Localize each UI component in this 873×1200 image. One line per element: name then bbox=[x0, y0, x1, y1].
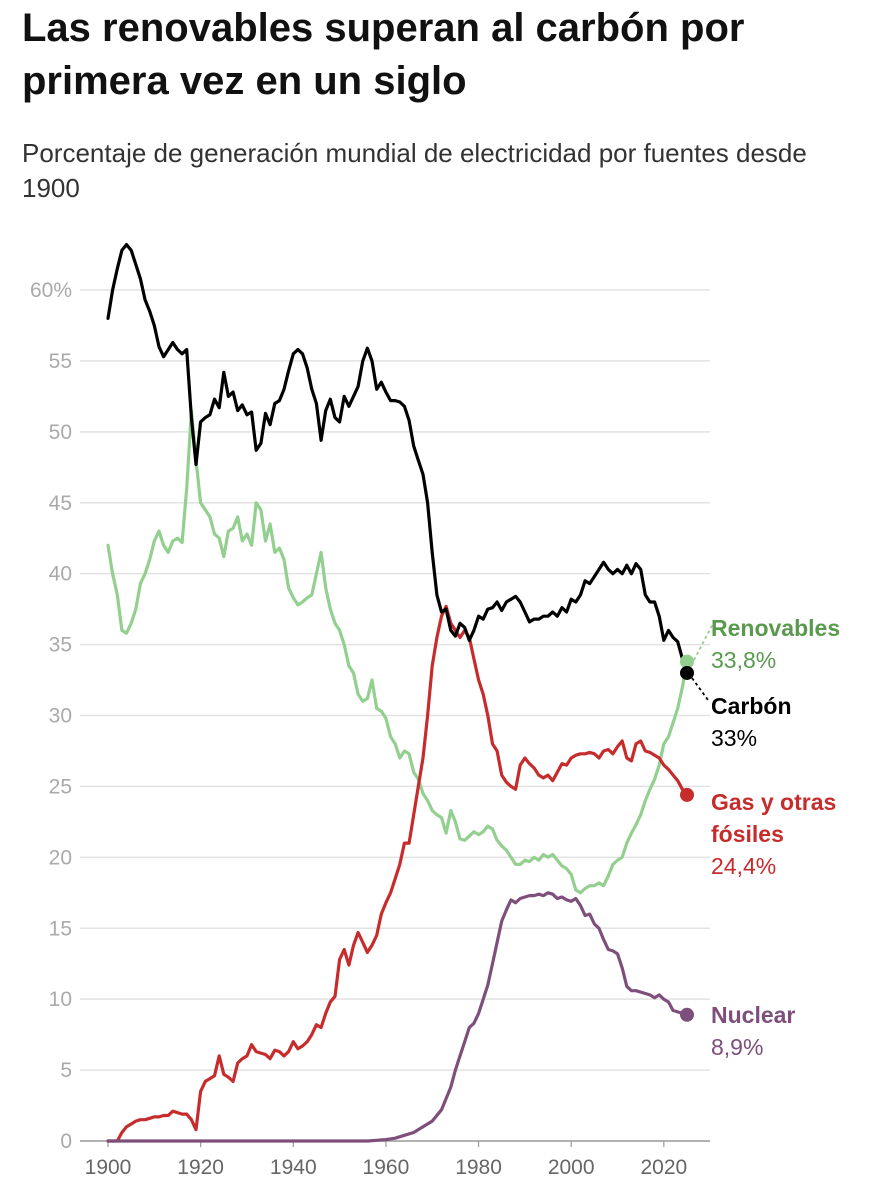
label-leader-carbon bbox=[691, 677, 709, 701]
end-markers bbox=[680, 654, 694, 1022]
series-label-gas: fósiles bbox=[711, 821, 784, 847]
series-line-gas bbox=[106, 604, 689, 1143]
grid-layer: 0 5 10 15 20 25 30 35 40 45 50 55 60% 1900 1920 1940 196… bbox=[30, 279, 710, 1179]
y-tick-label: 0 bbox=[60, 1130, 72, 1153]
end-marker-gas bbox=[680, 787, 694, 802]
y-tick-label: 10 bbox=[49, 988, 72, 1011]
chart-subtitle: Porcentaje de generación mundial de elec… bbox=[22, 138, 807, 203]
x-tick-label: 1980 bbox=[455, 1156, 502, 1179]
series-line-carbon bbox=[106, 243, 689, 675]
end-marker-renovables bbox=[680, 654, 694, 669]
y-tick-label: 55 bbox=[49, 350, 72, 373]
y-tick-label: 40 bbox=[49, 563, 72, 586]
chart-title: Las renovables superan al carbón por pri… bbox=[22, 6, 745, 103]
series-label-renovables: Renovables bbox=[711, 615, 840, 641]
x-tick-label: 2020 bbox=[640, 1156, 687, 1179]
series-label-nuclear: Nuclear bbox=[711, 1002, 795, 1028]
series-value-carbon: 33% bbox=[711, 725, 757, 751]
series-label-carbon: Carbón bbox=[711, 693, 792, 719]
y-tick-label: 5 bbox=[60, 1059, 72, 1082]
series-value-renovables: 33,8% bbox=[711, 647, 776, 673]
end-labels: Renovables 33,8% Gas y otras fósiles 24,4% Nu… bbox=[691, 615, 840, 1060]
x-tick-label: 1920 bbox=[177, 1156, 224, 1179]
y-tick-label: 60% bbox=[30, 279, 72, 302]
series-line-renovables bbox=[106, 409, 689, 895]
y-tick-label: 35 bbox=[49, 634, 72, 657]
y-tick-label: 20 bbox=[49, 846, 72, 869]
series-line-nuclear bbox=[106, 891, 689, 1143]
y-tick-label: 25 bbox=[49, 775, 72, 798]
series-value-gas: 24,4% bbox=[711, 853, 776, 879]
y-tick-label: 30 bbox=[49, 705, 72, 728]
series-lines bbox=[106, 243, 689, 1143]
x-tick-label: 1900 bbox=[85, 1156, 132, 1179]
x-tick-label: 1960 bbox=[363, 1156, 410, 1179]
x-tick-label: 1940 bbox=[270, 1156, 317, 1179]
end-marker-carbon bbox=[680, 665, 694, 680]
series-label-gas: Gas y otras bbox=[711, 789, 836, 815]
y-tick-label: 45 bbox=[49, 492, 72, 515]
series-value-nuclear: 8,9% bbox=[711, 1034, 763, 1060]
x-tick-label: 2000 bbox=[548, 1156, 595, 1179]
end-marker-nuclear bbox=[680, 1007, 694, 1022]
y-tick-label: 15 bbox=[49, 917, 72, 940]
y-tick-label: 50 bbox=[49, 421, 72, 444]
label-leader-renovables bbox=[693, 617, 717, 661]
